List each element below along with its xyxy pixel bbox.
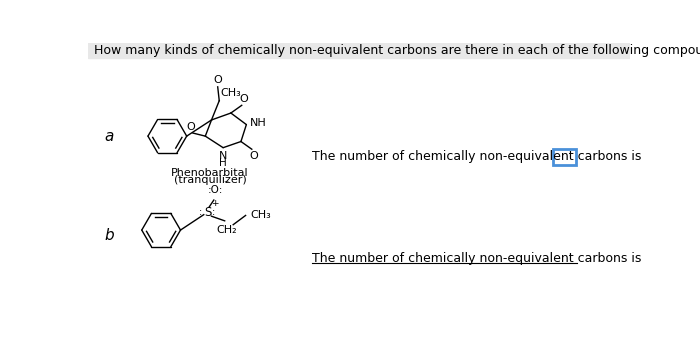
- Text: b: b: [104, 228, 114, 243]
- Text: The number of chemically non-equivalent carbons is: The number of chemically non-equivalent …: [312, 150, 642, 163]
- Bar: [552, 149, 575, 165]
- Text: CH₃: CH₃: [251, 210, 271, 220]
- Text: CH₃: CH₃: [220, 88, 241, 98]
- Text: ⁻: ⁻: [223, 179, 228, 189]
- Text: (tranquilizer): (tranquilizer): [174, 175, 246, 185]
- Text: O: O: [186, 121, 195, 131]
- Text: How many kinds of chemically non-equivalent carbons are there in each of the fol: How many kinds of chemically non-equival…: [94, 44, 700, 57]
- Text: :: :: [199, 207, 202, 217]
- Text: a: a: [104, 129, 114, 144]
- Bar: [88, 43, 630, 58]
- Text: The number of chemically non-equivalent carbons is: The number of chemically non-equivalent …: [312, 252, 642, 265]
- Text: N: N: [219, 151, 228, 161]
- Text: O: O: [250, 151, 258, 161]
- Text: :: :: [212, 207, 216, 217]
- Text: H: H: [219, 159, 227, 169]
- Text: NH: NH: [251, 118, 267, 128]
- Text: O: O: [239, 94, 248, 104]
- Text: O: O: [214, 74, 222, 84]
- Text: +: +: [211, 199, 219, 208]
- Text: S: S: [204, 206, 211, 219]
- Text: Phenobarbital: Phenobarbital: [171, 169, 248, 179]
- Text: :O:: :O:: [208, 185, 223, 195]
- Text: CH₂: CH₂: [217, 226, 237, 236]
